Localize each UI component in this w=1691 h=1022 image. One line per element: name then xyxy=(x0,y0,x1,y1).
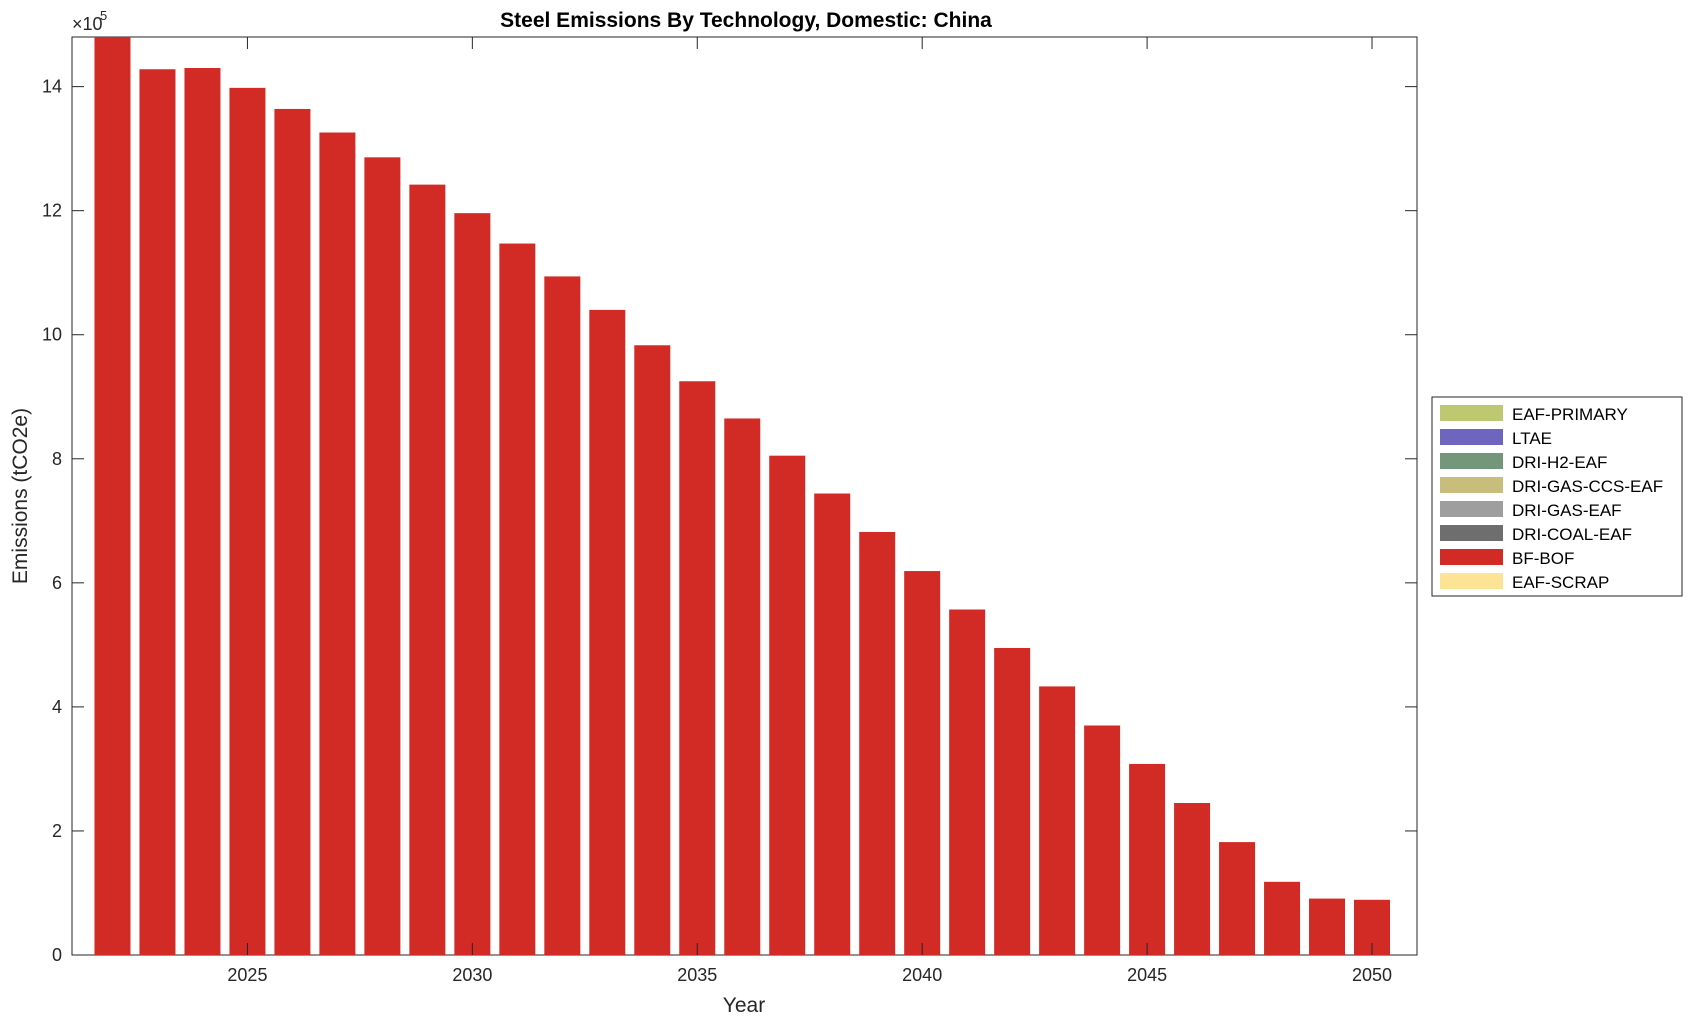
y-tick-label-200000: 2 xyxy=(52,821,62,841)
bar-bf-bof-2031 xyxy=(499,243,536,956)
x-tick-labels: 2025 2030 2035 2040 2045 2050 xyxy=(227,965,1392,985)
y-tick-labels: 0 2 4 6 8 10 12 14 xyxy=(42,77,62,965)
bar-bf-bof-2029 xyxy=(409,184,446,955)
legend-label-eaf-scrap: EAF-SCRAP xyxy=(1512,573,1609,592)
bar-bf-bof-2044 xyxy=(1084,725,1121,955)
plot-area: 2025 2030 2035 2040 2045 2050 0 2 4 6 8 10 12 14 xyxy=(42,36,1418,985)
y-exponent-base: ×10 xyxy=(72,14,103,34)
legend-items: EAF-PRIMARY LTAE DRI-H2-EAF DRI-GAS-CCS-EAF… xyxy=(1440,405,1663,592)
y-tick-label-0: 0 xyxy=(52,945,62,965)
bar-bf-bof-2026 xyxy=(274,108,311,955)
bar-bf-bof-2022 xyxy=(94,37,131,955)
bar-bf-bof-2041 xyxy=(949,609,986,955)
legend-swatch-dri-gas-ccs-eaf xyxy=(1440,477,1503,493)
legend-label-dri-gas-ccs-eaf: DRI-GAS-CCS-EAF xyxy=(1512,477,1663,496)
axis-ticks xyxy=(72,37,1417,956)
legend-swatch-bf-bof xyxy=(1440,549,1503,565)
bar-bf-bof-2033 xyxy=(589,309,626,955)
x-axis-label: Year xyxy=(723,994,765,1017)
x-tick-label-2030: 2030 xyxy=(452,965,492,985)
y-tick-label-400000: 4 xyxy=(52,697,62,717)
bar-bf-bof-2040 xyxy=(904,571,941,955)
y-axis-label: Emissions (tCO2e) xyxy=(9,408,32,584)
bar-bf-bof-2024 xyxy=(184,68,221,955)
x-tick-label-2050: 2050 xyxy=(1352,965,1392,985)
y-axis-exponent: ×10 5 xyxy=(72,8,107,34)
bar-bf-bof-2030 xyxy=(454,213,491,955)
bar-bf-bof-2023 xyxy=(139,69,176,955)
y-exponent-power: 5 xyxy=(100,8,107,23)
legend-label-dri-coal-eaf: DRI-COAL-EAF xyxy=(1512,525,1632,544)
legend-label-ltae: LTAE xyxy=(1512,429,1552,448)
bar-bf-bof-2049 xyxy=(1309,898,1346,955)
bar-bf-bof-2032 xyxy=(544,276,581,955)
legend-swatch-eaf-scrap xyxy=(1440,573,1503,589)
bar-bf-bof-2042 xyxy=(994,647,1031,955)
y-tick-label-1000000: 10 xyxy=(42,325,62,345)
legend-swatch-eaf-primary xyxy=(1440,405,1503,421)
bar-bf-bof-2048 xyxy=(1264,881,1301,955)
bar-bf-bof-2045 xyxy=(1129,763,1166,955)
bar-bf-bof-2037 xyxy=(769,455,806,955)
bar-bf-bof-2046 xyxy=(1174,803,1211,955)
bar-bf-bof-2025 xyxy=(229,87,266,956)
bars xyxy=(94,37,1391,956)
legend-label-bf-bof: BF-BOF xyxy=(1512,549,1574,568)
y-tick-label-800000: 8 xyxy=(52,449,62,469)
y-tick-label-1200000: 12 xyxy=(42,201,62,221)
legend-swatch-dri-h2-eaf xyxy=(1440,453,1503,469)
legend-label-dri-gas-eaf: DRI-GAS-EAF xyxy=(1512,501,1622,520)
legend: EAF-PRIMARY LTAE DRI-H2-EAF DRI-GAS-CCS-EAF… xyxy=(1431,396,1683,597)
x-tick-label-2025: 2025 xyxy=(227,965,267,985)
bar-bf-bof-2027 xyxy=(319,132,356,955)
legend-label-dri-h2-eaf: DRI-H2-EAF xyxy=(1512,453,1607,472)
x-tick-label-2035: 2035 xyxy=(677,965,717,985)
bar-bf-bof-2036 xyxy=(724,418,761,956)
legend-swatch-ltae xyxy=(1440,429,1503,445)
x-tick-label-2045: 2045 xyxy=(1127,965,1167,985)
y-tick-label-600000: 6 xyxy=(52,573,62,593)
bar-bf-bof-2047 xyxy=(1219,842,1256,955)
bar-bf-bof-2038 xyxy=(814,493,851,955)
bar-bf-bof-2035 xyxy=(679,381,716,955)
y-tick-label-1400000: 14 xyxy=(42,77,62,97)
bar-bf-bof-2034 xyxy=(634,345,671,955)
legend-swatch-dri-coal-eaf xyxy=(1440,525,1503,541)
chart-title: Steel Emissions By Technology, Domestic:… xyxy=(500,9,992,32)
bar-bf-bof-2039 xyxy=(859,531,896,955)
legend-label-eaf-primary: EAF-PRIMARY xyxy=(1512,405,1628,424)
x-tick-label-2040: 2040 xyxy=(902,965,942,985)
bar-bf-bof-2028 xyxy=(364,157,401,955)
legend-swatch-dri-gas-eaf xyxy=(1440,501,1503,517)
bar-bf-bof-2043 xyxy=(1039,686,1076,955)
